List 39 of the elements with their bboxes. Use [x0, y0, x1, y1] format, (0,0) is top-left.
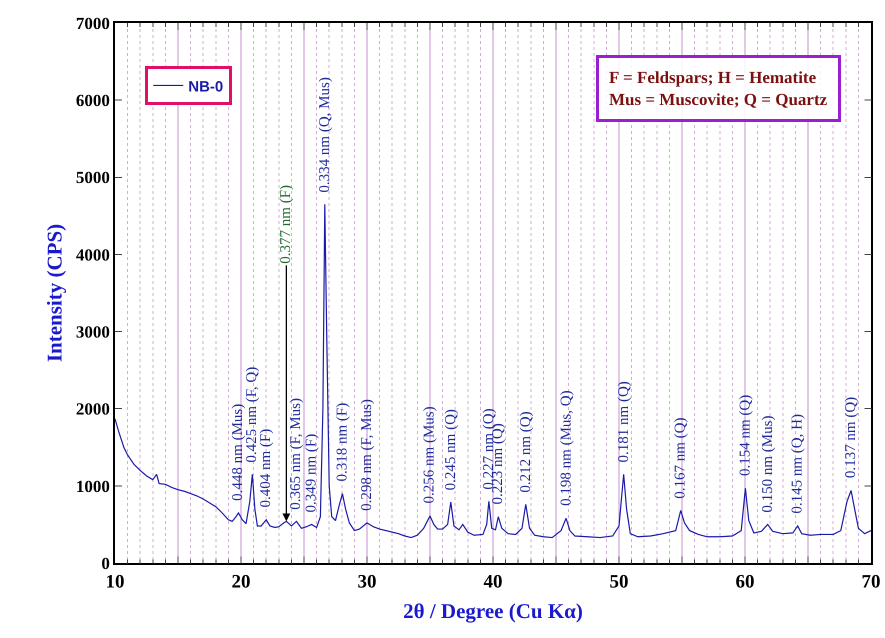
x-tick-label: 50 — [610, 572, 628, 593]
annotation: 0.137 nm (Q) — [843, 396, 860, 478]
x-tick-label: 30 — [358, 572, 376, 593]
annotation: 0.318 nm (F) — [334, 402, 350, 482]
y-tick-label: 5000 — [76, 168, 110, 188]
y-tick-label: 6000 — [76, 91, 110, 110]
y-tick-label: 3000 — [76, 322, 110, 342]
y-tick-label: 7000 — [76, 14, 110, 33]
annotation: 0.212 nm (Q) — [518, 411, 534, 493]
y-tick-label: 1000 — [76, 476, 110, 496]
annotation: 0.181 nm (Q) — [616, 381, 632, 462]
annotation: 0.425 nm (F, Q) — [244, 366, 260, 463]
annotation: 0.167 nm (Q) — [672, 418, 689, 499]
x-axis-title: 2θ / Degree (Cu Kα) — [403, 599, 583, 624]
annotation: 0.198 nm (Mus, Q) — [558, 390, 574, 506]
annotation: 0.334 nm (Q, Mus) — [317, 77, 333, 193]
legend-label: NB-0 — [188, 78, 224, 96]
line-series — [115, 204, 871, 538]
y-tick-label: 4000 — [76, 245, 110, 264]
y-axis-title: Intensity (CPS) — [42, 224, 66, 362]
annotation: 0.448 nm (Mus) — [230, 404, 246, 501]
x-tick-label: 40 — [484, 572, 502, 593]
x-tick-label: 10 — [106, 572, 124, 593]
annotation: 0.298 nm (F, Mus) — [359, 399, 376, 511]
x-tick-label: 20 — [232, 572, 250, 593]
y-tick-label: 0 — [101, 554, 110, 573]
annotation: 0.245 nm (Q) — [443, 409, 460, 490]
x-tick-label: 60 — [736, 572, 754, 593]
annotation: 0.404 nm (F) — [258, 428, 274, 508]
annotation: 0.256 nm (Mus) — [422, 406, 438, 504]
x-tick-label: 70 — [862, 572, 880, 593]
annotation: F = Feldspars; H = Hematite Mus = Muscovite; Q = Quartz — [609, 68, 828, 110]
annotation: 0.145 nm (Q, H) — [790, 414, 806, 514]
annotation: 0.154 nm (Q) — [738, 394, 754, 476]
y-tick-label: 2000 — [76, 400, 110, 419]
annotation: 0.150 nm (Mus) — [760, 416, 776, 513]
annotation: 0.349 nm (F) — [304, 434, 320, 512]
annotation: 0.365 nm (F, Mus) — [288, 398, 304, 510]
annotation: 0.377 nm (F) — [278, 184, 294, 264]
